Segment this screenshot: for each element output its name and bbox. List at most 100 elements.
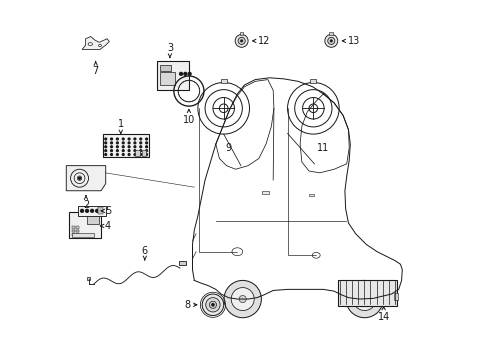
Bar — [72, 226, 75, 229]
Circle shape — [140, 146, 142, 148]
Circle shape — [145, 150, 147, 152]
Circle shape — [104, 150, 106, 152]
Bar — [159, 65, 170, 71]
Bar — [76, 230, 79, 232]
Circle shape — [122, 142, 124, 144]
Circle shape — [110, 146, 112, 148]
Bar — [310, 79, 316, 83]
Polygon shape — [66, 166, 105, 191]
Circle shape — [104, 146, 106, 148]
Bar — [179, 261, 185, 265]
Circle shape — [134, 154, 136, 156]
Bar — [141, 150, 146, 156]
Circle shape — [145, 138, 147, 140]
Circle shape — [231, 288, 254, 311]
Bar — [98, 207, 103, 214]
Circle shape — [145, 154, 147, 156]
Circle shape — [128, 138, 130, 140]
Circle shape — [235, 35, 247, 47]
Circle shape — [224, 280, 261, 318]
Circle shape — [81, 210, 83, 212]
Bar — [72, 233, 75, 236]
Bar — [308, 194, 314, 196]
Circle shape — [239, 296, 246, 303]
Text: 6: 6 — [142, 246, 147, 256]
Circle shape — [183, 72, 186, 75]
Circle shape — [134, 146, 136, 148]
Circle shape — [128, 142, 130, 144]
Text: 12: 12 — [258, 36, 270, 46]
Circle shape — [104, 138, 106, 140]
Bar — [393, 293, 398, 300]
Text: 5: 5 — [105, 206, 111, 216]
Circle shape — [116, 146, 118, 148]
Circle shape — [211, 304, 214, 306]
Circle shape — [140, 154, 142, 156]
Circle shape — [128, 146, 130, 148]
Circle shape — [110, 154, 112, 156]
Circle shape — [110, 150, 112, 152]
Text: 10: 10 — [183, 115, 195, 125]
Circle shape — [140, 138, 142, 140]
Circle shape — [116, 138, 118, 140]
Circle shape — [116, 150, 118, 152]
Text: 9: 9 — [225, 143, 231, 153]
Bar — [135, 150, 140, 156]
Circle shape — [240, 40, 243, 42]
Circle shape — [110, 142, 112, 144]
Circle shape — [90, 210, 93, 212]
Circle shape — [360, 296, 367, 303]
Bar — [76, 226, 79, 229]
Text: 8: 8 — [184, 300, 190, 310]
Bar — [72, 230, 75, 232]
Circle shape — [134, 142, 136, 144]
Text: 2: 2 — [82, 200, 89, 210]
Bar — [262, 192, 268, 194]
Circle shape — [104, 154, 106, 156]
Circle shape — [145, 146, 147, 148]
Circle shape — [122, 138, 124, 140]
Circle shape — [122, 150, 124, 152]
Bar — [76, 233, 79, 236]
Circle shape — [179, 72, 182, 75]
Bar — [337, 280, 396, 306]
Circle shape — [96, 210, 99, 212]
Circle shape — [238, 37, 244, 44]
Circle shape — [116, 142, 118, 144]
Circle shape — [85, 210, 88, 212]
Circle shape — [145, 142, 147, 144]
Circle shape — [209, 301, 216, 309]
Circle shape — [116, 154, 118, 156]
Circle shape — [134, 150, 136, 152]
Circle shape — [346, 280, 383, 318]
Circle shape — [122, 146, 124, 148]
Circle shape — [110, 138, 112, 140]
Bar — [69, 212, 101, 238]
Bar — [329, 32, 332, 35]
Text: 3: 3 — [166, 43, 173, 53]
Circle shape — [78, 177, 81, 179]
Circle shape — [205, 298, 220, 312]
Circle shape — [134, 138, 136, 140]
Text: 11: 11 — [317, 143, 329, 153]
Bar — [156, 61, 188, 90]
Bar — [160, 72, 174, 85]
Polygon shape — [82, 37, 109, 49]
Circle shape — [352, 288, 375, 311]
Bar — [221, 79, 226, 83]
Circle shape — [324, 35, 337, 47]
Circle shape — [140, 150, 142, 152]
Bar — [239, 32, 243, 35]
Circle shape — [128, 154, 130, 156]
Circle shape — [188, 72, 191, 75]
Bar — [72, 233, 94, 237]
Bar — [87, 215, 99, 224]
Bar — [86, 277, 90, 280]
Circle shape — [140, 142, 142, 144]
Ellipse shape — [88, 42, 92, 45]
Circle shape — [329, 40, 332, 42]
Text: 7: 7 — [92, 66, 99, 76]
Circle shape — [104, 142, 106, 144]
Text: 14: 14 — [377, 312, 389, 322]
Text: 1: 1 — [118, 119, 123, 129]
